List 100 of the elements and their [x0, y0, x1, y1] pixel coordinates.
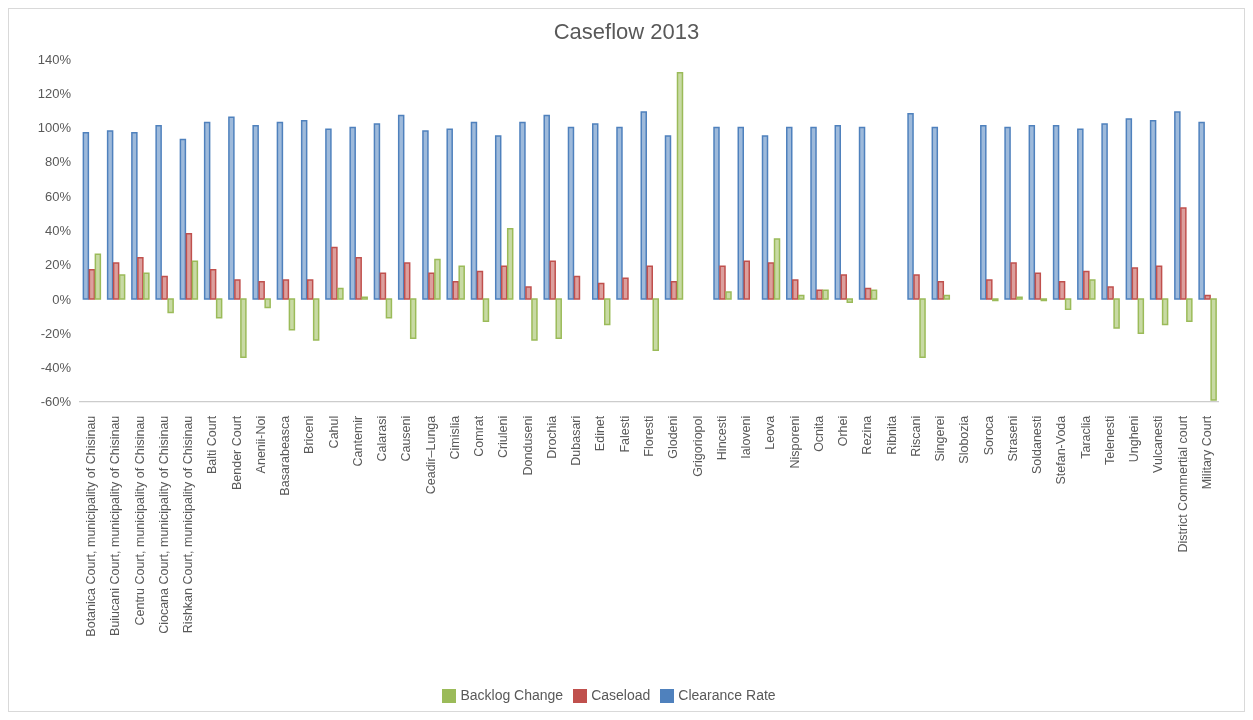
y-tick-label: 40%: [44, 222, 72, 238]
bar: [670, 281, 678, 300]
bar: [385, 298, 393, 319]
bar: [82, 131, 90, 300]
bar: [264, 298, 271, 309]
bar: [276, 121, 284, 300]
bar: [325, 128, 332, 300]
bar: [409, 298, 417, 340]
bar: [1180, 207, 1187, 300]
bar: [1198, 121, 1205, 300]
y-tick-label: 20%: [44, 257, 72, 273]
bar: [761, 135, 769, 300]
bar: [1107, 286, 1114, 300]
bar: [288, 298, 296, 331]
x-tick-label: Botanica Court, municipality of Chisinau: [84, 415, 99, 637]
x-tick-label: Glodeni: [666, 415, 681, 459]
bar: [543, 114, 550, 300]
bar: [494, 135, 502, 300]
bar: [179, 138, 187, 300]
bar: [597, 282, 605, 300]
bar: [422, 130, 429, 300]
x-tick-label: Balti Court: [205, 415, 220, 475]
bar: [1004, 126, 1011, 300]
bar: [137, 257, 144, 300]
bar: [525, 286, 532, 300]
legend-label: Clearance Rate: [678, 686, 776, 703]
x-tick-label: Donduseni: [520, 415, 535, 476]
bar: [252, 125, 259, 300]
bar: [1028, 125, 1036, 300]
bar: [228, 116, 235, 300]
y-tick-label: 100%: [37, 120, 72, 136]
bar: [531, 298, 538, 341]
bar: [555, 298, 562, 340]
bar: [1161, 298, 1169, 326]
y-tick-label: -60%: [40, 394, 72, 410]
x-tick-label: Centru Court, municipality of Chisinau: [132, 415, 147, 626]
y-tick-label: 80%: [44, 154, 72, 170]
bar: [1034, 272, 1042, 300]
bar: [482, 298, 490, 322]
bar: [118, 274, 126, 300]
bar: [300, 119, 308, 300]
bar: [652, 298, 659, 352]
bar: [1058, 281, 1066, 300]
bar: [1064, 298, 1072, 310]
bar: [1149, 119, 1157, 300]
x-tick-label: Bender Court: [229, 415, 244, 491]
bar: [458, 265, 465, 300]
bar: [919, 298, 926, 358]
x-tick-label: Cantemir: [350, 415, 365, 467]
bar: [937, 281, 945, 300]
chart-title: Caseflow 2013: [552, 18, 701, 46]
bar: [986, 279, 993, 300]
bar: [737, 126, 745, 300]
bar: [234, 279, 241, 300]
x-tick-label: Criuleni: [496, 415, 511, 459]
bar: [161, 275, 168, 300]
bar: [773, 238, 781, 300]
bar: [506, 227, 514, 300]
y-tick-label: 140%: [37, 51, 72, 67]
bar: [106, 130, 114, 300]
y-tick-label: 120%: [37, 85, 72, 101]
bar: [725, 291, 732, 300]
bar: [215, 298, 223, 319]
x-tick-label: Ciocana Court, municipality of Chisinau: [156, 415, 171, 634]
bar: [640, 111, 647, 300]
bar: [519, 121, 526, 300]
bar: [573, 275, 581, 300]
bar: [203, 121, 211, 300]
bar: [470, 121, 478, 300]
x-tick-label: Briceni: [302, 415, 317, 454]
x-tick-label: Straseni: [1005, 415, 1020, 462]
bar: [603, 298, 611, 326]
bar: [1186, 298, 1193, 322]
bar: [1089, 279, 1096, 300]
bar: [258, 281, 265, 300]
x-tick-label: Ialoveni: [739, 415, 754, 459]
bar: [943, 294, 951, 300]
y-tick-label: 60%: [44, 188, 72, 204]
bar: [94, 253, 102, 300]
x-tick-label: Basarabeasca: [278, 415, 293, 496]
bar: [864, 287, 872, 300]
x-tick-label: Causeni: [399, 415, 414, 462]
bar: [112, 262, 120, 300]
bar: [379, 272, 387, 300]
x-tick-label: Buiucani Court, municipality of Chisinau: [108, 415, 123, 636]
bar: [591, 123, 599, 300]
x-tick-label: Ocnita: [811, 415, 826, 452]
x-tick-label: Vulcanesti: [1151, 415, 1166, 473]
bar: [719, 265, 726, 300]
bar: [549, 260, 556, 300]
bar: [1137, 298, 1145, 334]
bar: [1125, 118, 1133, 300]
bar: [500, 265, 508, 300]
bar: [397, 114, 405, 300]
bar: [567, 126, 575, 300]
x-tick-label: Drochia: [544, 415, 559, 459]
y-tick-label: 0%: [52, 291, 72, 307]
bar: [907, 113, 914, 300]
x-tick-label: Riscani: [908, 415, 923, 457]
bar: [1131, 267, 1139, 300]
